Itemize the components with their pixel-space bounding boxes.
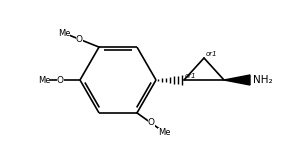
Text: NH₂: NH₂ — [253, 75, 273, 85]
Text: or1: or1 — [185, 73, 197, 79]
Text: Me: Me — [58, 29, 71, 38]
Polygon shape — [224, 75, 250, 85]
Text: O: O — [75, 35, 83, 44]
Text: or1: or1 — [206, 51, 218, 57]
Text: O: O — [56, 76, 63, 84]
Text: Me: Me — [38, 76, 50, 84]
Text: O: O — [148, 118, 155, 127]
Text: Me: Me — [158, 128, 170, 137]
